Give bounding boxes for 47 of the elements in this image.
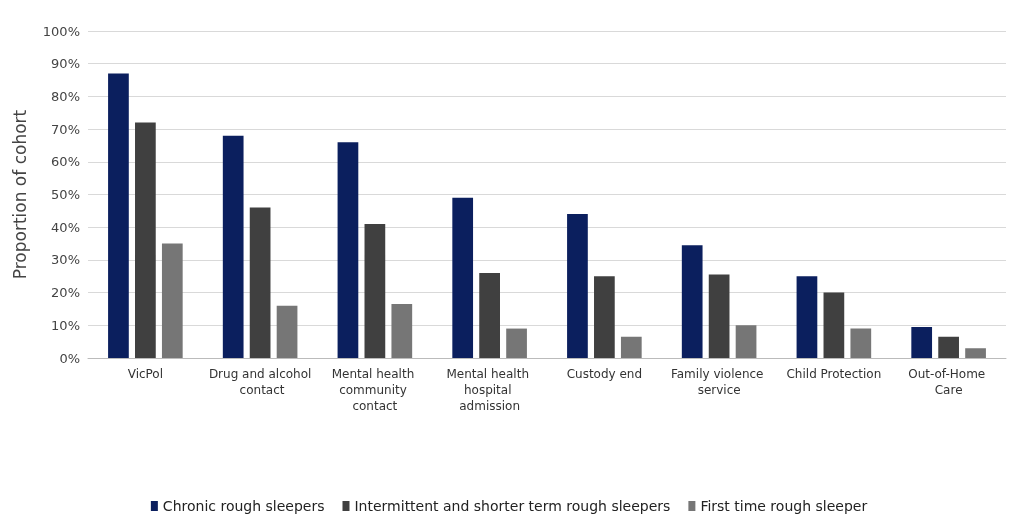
bar (337, 142, 359, 358)
x-tick-label: Mental health community contact (331, 367, 419, 413)
y-tick-label: 0% (59, 350, 80, 366)
bar (222, 135, 244, 358)
y-axis-title: Proportion of cohort (9, 109, 30, 280)
y-tick-label: 40% (51, 219, 80, 235)
y-tick-label: 30% (51, 252, 80, 268)
bar (364, 223, 386, 358)
legend-label: Intermittent and shorter term rough sleepers (354, 498, 671, 514)
bar (708, 274, 730, 358)
x-tick-label: VicPol (127, 367, 164, 381)
bar (938, 336, 959, 358)
bar (276, 305, 298, 358)
bar (620, 336, 642, 358)
bar (965, 348, 986, 358)
bar (681, 245, 703, 358)
bar (108, 73, 129, 358)
y-tick-label: 100% (42, 23, 80, 39)
bar (850, 328, 872, 358)
bar (911, 326, 933, 358)
legend-label: First time rough sleeper (700, 498, 868, 514)
x-tick-label: Out-of-Home Care (908, 367, 990, 397)
y-tick-label: 50% (51, 187, 80, 202)
y-tick-label: 90% (51, 56, 80, 72)
bar (161, 243, 183, 358)
bar (479, 272, 500, 358)
legend-label: Chronic rough sleepers (162, 498, 325, 514)
y-tick-label: 20% (51, 285, 80, 301)
bar (567, 214, 588, 358)
x-tick-label: Child Protection (786, 367, 882, 381)
y-tick-label: 70% (51, 121, 80, 137)
bar (823, 292, 845, 358)
bar (391, 304, 413, 358)
x-tick-label: Drug and alcohol contact (208, 367, 312, 397)
bar (796, 276, 818, 358)
x-tick-label: Mental health hospital admission (446, 367, 533, 413)
bar (594, 276, 615, 358)
y-tick-label: 10% (51, 317, 80, 333)
bar (249, 207, 271, 358)
bar (735, 325, 757, 358)
y-tick-label: 80% (51, 88, 80, 104)
bar (135, 122, 156, 358)
y-tick-label: 60% (51, 154, 80, 170)
x-tick-label: Custody end (566, 367, 643, 381)
bar (506, 328, 527, 358)
x-tick-label: Family violence service (670, 367, 768, 397)
bar (452, 197, 474, 358)
